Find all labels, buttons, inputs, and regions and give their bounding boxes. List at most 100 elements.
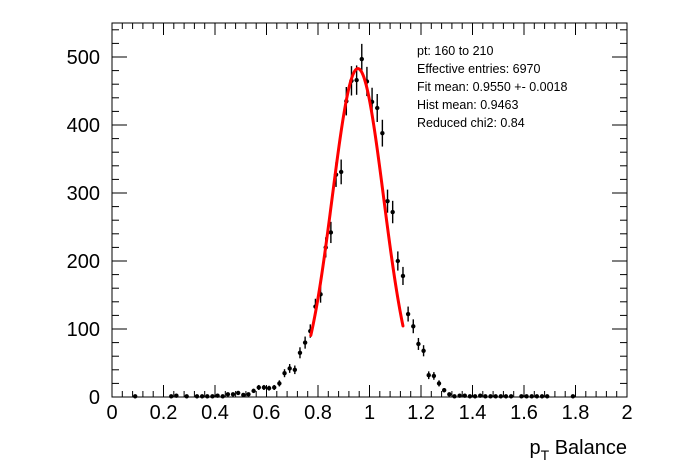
data-point <box>570 394 576 399</box>
x-tick-label: 1.8 <box>562 402 590 424</box>
data-point <box>256 384 261 390</box>
x-tick-label: 1 <box>364 402 375 424</box>
x-tick-label: 0 <box>106 402 117 424</box>
data-marker <box>292 367 298 372</box>
data-marker <box>297 350 303 355</box>
data-marker <box>194 394 200 399</box>
data-marker <box>174 393 179 398</box>
fit-curve-group <box>309 67 405 337</box>
data-marker <box>431 373 437 379</box>
data-marker <box>529 394 534 399</box>
data-marker <box>354 77 359 83</box>
data-point <box>375 93 380 123</box>
data-point <box>261 384 267 390</box>
data-marker <box>421 348 426 353</box>
data-point <box>132 394 138 399</box>
data-point <box>328 221 334 244</box>
data-marker <box>246 392 251 397</box>
data-point <box>539 394 545 399</box>
data-marker <box>390 209 395 215</box>
data-marker <box>488 394 493 399</box>
data-point <box>483 394 488 399</box>
data-point <box>385 189 390 213</box>
data-point <box>400 266 406 286</box>
stats-line: Hist mean: 0.9463 <box>417 98 518 112</box>
x-tick-label: 0.8 <box>304 402 332 424</box>
data-point <box>544 394 550 399</box>
data-marker <box>132 394 138 399</box>
data-point <box>225 392 231 397</box>
data-marker <box>205 394 210 399</box>
data-point <box>447 392 452 397</box>
data-point <box>457 393 462 398</box>
data-marker <box>272 385 277 390</box>
data-marker <box>261 385 267 390</box>
data-point <box>205 394 210 399</box>
data-point <box>292 365 298 375</box>
data-marker <box>199 394 205 399</box>
data-point <box>266 385 272 391</box>
x-tick-label: 1.6 <box>510 402 538 424</box>
data-marker <box>282 371 287 376</box>
data-marker <box>498 394 504 399</box>
data-point <box>503 394 509 399</box>
data-marker <box>467 394 473 399</box>
data-marker <box>287 366 292 371</box>
data-point <box>302 336 308 349</box>
x-tick-label: 1.4 <box>459 402 487 424</box>
data-point <box>359 43 364 75</box>
y-tick-label: 400 <box>67 115 100 137</box>
data-marker <box>436 381 442 386</box>
data-point <box>534 394 540 399</box>
data-marker <box>328 230 334 235</box>
data-point <box>251 388 256 394</box>
y-tick-label: 200 <box>67 251 100 273</box>
data-marker <box>524 394 529 399</box>
data-point <box>297 347 303 359</box>
data-point <box>277 380 282 387</box>
data-marker <box>411 324 416 329</box>
data-marker <box>220 394 225 399</box>
data-marker <box>338 169 344 175</box>
x-tick-label: 0.4 <box>201 402 229 424</box>
data-marker <box>447 392 452 397</box>
y-tick-label: 300 <box>67 183 100 205</box>
x-tick-label: 0.6 <box>253 402 281 424</box>
x-axis-title-rest: Balance <box>549 437 627 459</box>
data-point <box>169 394 174 399</box>
data-marker <box>452 394 457 399</box>
data-marker <box>302 340 308 345</box>
data-point <box>467 394 473 399</box>
data-point <box>478 393 483 398</box>
data-point <box>272 384 277 390</box>
data-marker <box>251 388 256 394</box>
data-marker <box>215 393 220 398</box>
data-point <box>524 394 529 399</box>
data-marker <box>544 394 550 399</box>
data-point <box>431 372 437 380</box>
data-marker <box>380 130 385 136</box>
data-point <box>395 251 401 271</box>
axis-ticks <box>111 23 628 398</box>
stats-line: Effective entries: 6970 <box>417 62 541 76</box>
data-marker <box>241 392 246 398</box>
data-point <box>282 369 287 378</box>
data-point <box>230 392 236 397</box>
stats-line: Fit mean: 0.9550 +- 0.0018 <box>417 80 567 94</box>
data-marker <box>478 393 483 398</box>
data-marker <box>472 394 478 399</box>
stats-line: pt: 160 to 210 <box>417 44 494 58</box>
data-marker <box>457 393 462 398</box>
x-axis-title: pT Balance <box>529 437 627 463</box>
data-point <box>380 119 385 147</box>
fit-curve <box>309 67 405 337</box>
data-marker <box>210 394 215 399</box>
data-marker <box>184 394 189 399</box>
data-marker <box>462 393 467 398</box>
data-marker <box>416 341 421 347</box>
data-marker <box>225 392 231 397</box>
data-point <box>194 394 200 399</box>
data-point <box>405 306 411 322</box>
y-tick-label: 0 <box>89 387 100 409</box>
